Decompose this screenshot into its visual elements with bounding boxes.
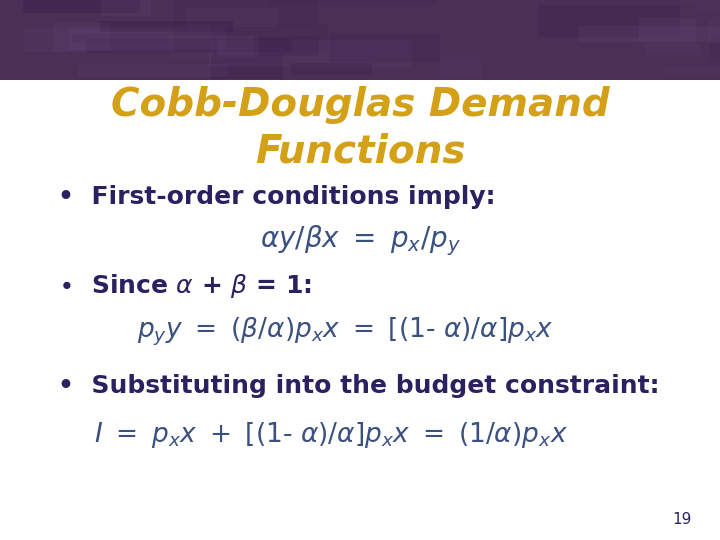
FancyBboxPatch shape [217,35,259,57]
Text: $p_y y\ =\ (\beta/\alpha)p_x x\ =\ [(1\text{-}\ \alpha)/\alpha]p_x x$: $p_y y\ =\ (\beta/\alpha)p_x x\ =\ [(1\t… [138,316,554,348]
FancyBboxPatch shape [210,24,328,51]
FancyBboxPatch shape [578,26,720,42]
FancyBboxPatch shape [698,3,720,14]
FancyBboxPatch shape [186,8,279,27]
Text: Cobb-Douglas Demand: Cobb-Douglas Demand [111,86,609,124]
FancyBboxPatch shape [102,0,151,16]
FancyBboxPatch shape [174,0,320,25]
FancyBboxPatch shape [78,64,228,77]
FancyBboxPatch shape [53,23,110,51]
FancyBboxPatch shape [664,66,720,73]
FancyBboxPatch shape [441,60,480,79]
FancyBboxPatch shape [68,27,225,50]
FancyBboxPatch shape [708,19,720,43]
Text: •  First-order conditions imply:: • First-order conditions imply: [58,185,495,209]
FancyBboxPatch shape [22,0,140,12]
Text: •  Substituting into the budget constraint:: • Substituting into the budget constrain… [58,374,659,398]
Text: $\bullet$  Since $\alpha$ + $\beta$ = 1:: $\bullet$ Since $\alpha$ + $\beta$ = 1: [58,272,311,300]
Text: 19: 19 [672,511,691,526]
Text: Functions: Functions [255,132,465,170]
FancyBboxPatch shape [270,0,438,4]
FancyBboxPatch shape [683,0,720,3]
FancyBboxPatch shape [291,63,372,75]
Text: $I\ =\ p_x x\ +\ [(1\text{-}\ \alpha)/\alpha]p_x x\ =\ (1/\alpha)p_x x$: $I\ =\ p_x x\ +\ [(1\text{-}\ \alpha)/\a… [94,420,568,450]
FancyBboxPatch shape [170,35,213,59]
FancyBboxPatch shape [24,29,174,52]
FancyBboxPatch shape [329,33,440,63]
FancyBboxPatch shape [209,40,412,67]
FancyBboxPatch shape [645,43,701,55]
Text: $\alpha y/\beta x\ =\ p_x/p_y$: $\alpha y/\beta x\ =\ p_x/p_y$ [259,223,461,258]
FancyBboxPatch shape [538,5,680,37]
FancyBboxPatch shape [710,35,720,60]
FancyBboxPatch shape [639,17,696,42]
FancyBboxPatch shape [86,39,292,53]
FancyBboxPatch shape [72,34,168,43]
FancyBboxPatch shape [0,0,720,80]
FancyBboxPatch shape [100,21,233,32]
FancyBboxPatch shape [254,36,320,56]
FancyBboxPatch shape [211,54,283,79]
